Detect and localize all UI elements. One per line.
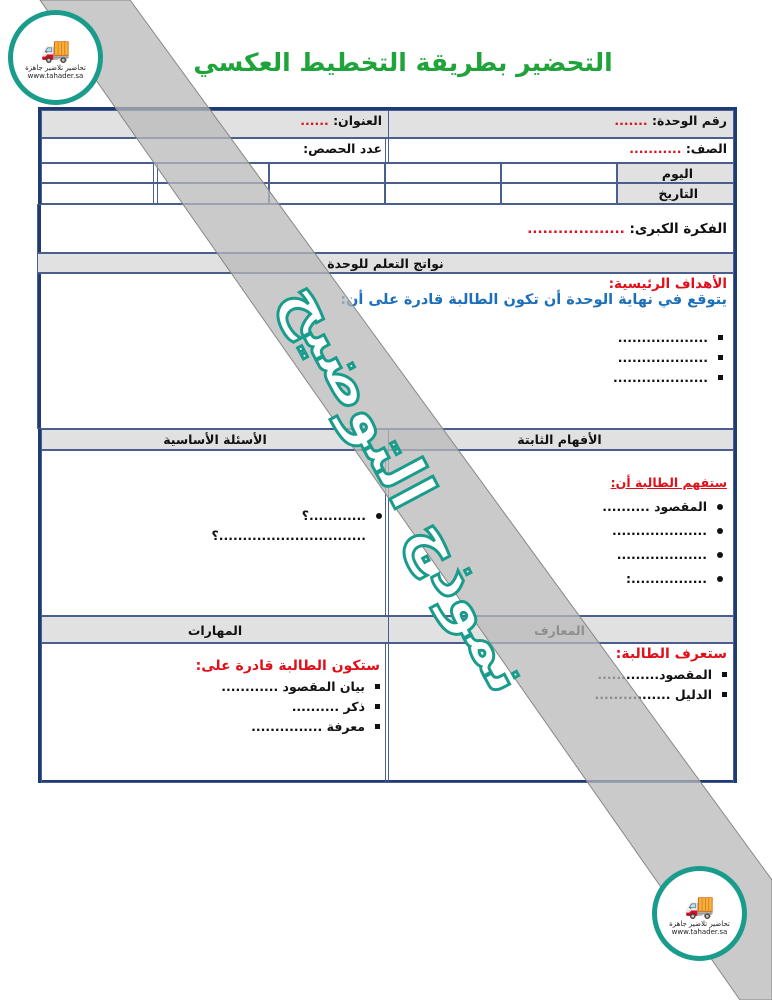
date-cell[interactable] xyxy=(153,183,269,204)
bullet-icon xyxy=(375,724,380,729)
logo-name: تحاضير تلاضير جاهزة xyxy=(669,919,730,928)
day-cell[interactable] xyxy=(153,163,269,183)
understanding-text[interactable]: ................: xyxy=(626,571,707,586)
understandings-header: الأفهام الثابتة xyxy=(385,429,734,450)
question-text[interactable]: ............؟ xyxy=(301,508,366,523)
logo-name: تحاضير تلاضير جاهزة xyxy=(25,63,86,72)
understanding-text[interactable]: .................... xyxy=(612,523,707,538)
skills-intro: ستكون الطالبة قادرة على: xyxy=(195,658,380,674)
knowledge-intro: ستعرف الطالبة: xyxy=(615,646,727,662)
day-cell[interactable] xyxy=(501,163,617,183)
logo-top: 🚚 تحاضير تلاضير جاهزة www.tahader.sa xyxy=(8,10,103,105)
date-cell[interactable] xyxy=(41,183,158,204)
date-label-cell: التاريخ xyxy=(617,183,734,204)
day-cell[interactable] xyxy=(385,163,501,183)
understanding-text[interactable]: المقصود .......... xyxy=(602,499,707,514)
topic-label: العنوان: xyxy=(333,113,382,128)
bullet-icon xyxy=(718,375,723,380)
skill-text[interactable]: ذكر .......... xyxy=(291,699,365,714)
date-cell[interactable] xyxy=(385,183,501,204)
unit-value[interactable]: ....... xyxy=(614,113,648,128)
class-label: الصف: xyxy=(685,141,727,156)
bullet-icon xyxy=(722,692,727,697)
goals-intro: يتوقع في نهاية الوحدة أن تكون الطالبة قا… xyxy=(340,292,727,308)
unit-label: رقم الوحدة: xyxy=(652,113,727,128)
big-idea-label: الفكرة الكبرى: xyxy=(629,221,727,237)
bullet-icon xyxy=(717,575,723,582)
goal-text[interactable]: ................... xyxy=(617,350,708,365)
logo-bottom: 🚚 تحاضير تلاضير جاهزة www.tahader.sa xyxy=(652,866,747,961)
bullet-icon xyxy=(717,503,723,510)
understanding-text[interactable]: ................... xyxy=(616,547,707,562)
goal-item: ................... xyxy=(44,330,723,345)
date-cell[interactable] xyxy=(501,183,617,204)
goals-title: الأهداف الرئيسية: xyxy=(608,276,727,292)
knowledge-cell: ستعرف الطالبة: المقصود............. الدل… xyxy=(385,643,734,783)
skills-header: المهارات xyxy=(41,616,389,643)
bullet-icon xyxy=(717,551,723,558)
knowledge-text[interactable]: المقصود............. xyxy=(597,667,712,682)
goal-text[interactable]: .................... xyxy=(613,370,708,385)
day-cell[interactable] xyxy=(269,163,385,183)
skill-item: ذكر .......... xyxy=(48,699,380,714)
periods-label: عدد الحصص: xyxy=(303,141,382,156)
class-value[interactable]: ........... xyxy=(629,141,682,156)
bullet-icon xyxy=(718,335,723,340)
date-cell[interactable] xyxy=(269,183,385,204)
periods-cell: عدد الحصص: xyxy=(41,138,389,163)
class-cell: الصف: ........... xyxy=(385,138,734,163)
knowledge-item: الدليل ................ xyxy=(392,687,727,702)
big-idea-value[interactable]: ................... xyxy=(527,221,625,237)
outcomes-header: نواتج التعلم للوحدة xyxy=(37,253,734,273)
knowledge-item: المقصود............. xyxy=(392,667,727,682)
skills-cell: ستكون الطالبة قادرة على: بيان المقصود ..… xyxy=(41,643,389,783)
unit-number-cell: رقم الوحدة: ....... xyxy=(385,110,734,138)
bullet-icon xyxy=(718,355,723,360)
skill-text[interactable]: معرفة ............... xyxy=(251,719,365,734)
bullet-icon xyxy=(375,704,380,709)
question-item: ............؟ xyxy=(48,508,382,523)
question-item: ...............................؟ xyxy=(48,528,382,543)
skill-item: بيان المقصود ............ xyxy=(48,679,380,694)
question-text[interactable]: ...............................؟ xyxy=(211,528,366,543)
knowledge-text[interactable]: الدليل ................ xyxy=(594,687,712,702)
day-label-cell: اليوم xyxy=(617,163,734,183)
big-idea-cell: الفكرة الكبرى: ................... xyxy=(37,204,734,253)
skill-text[interactable]: بيان المقصود ............ xyxy=(221,679,365,694)
bullet-icon xyxy=(717,527,723,534)
goal-text[interactable]: ................... xyxy=(617,330,708,345)
truck-icon: 🚚 xyxy=(40,35,71,64)
bullet-icon xyxy=(375,684,380,689)
page-title: التحضير بطريقة التخطيط العكسي xyxy=(193,48,613,77)
topic-value[interactable]: ...... xyxy=(300,113,329,128)
logo-url: www.tahader.sa xyxy=(27,71,84,80)
topic-cell: العنوان: ...... xyxy=(41,110,389,138)
truck-icon: 🚚 xyxy=(684,891,715,920)
day-cell[interactable] xyxy=(41,163,158,183)
bullet-icon xyxy=(722,672,727,677)
logo-url: www.tahader.sa xyxy=(671,927,728,936)
skill-item: معرفة ............... xyxy=(48,719,380,734)
questions-cell: ............؟ ..........................… xyxy=(41,450,389,616)
